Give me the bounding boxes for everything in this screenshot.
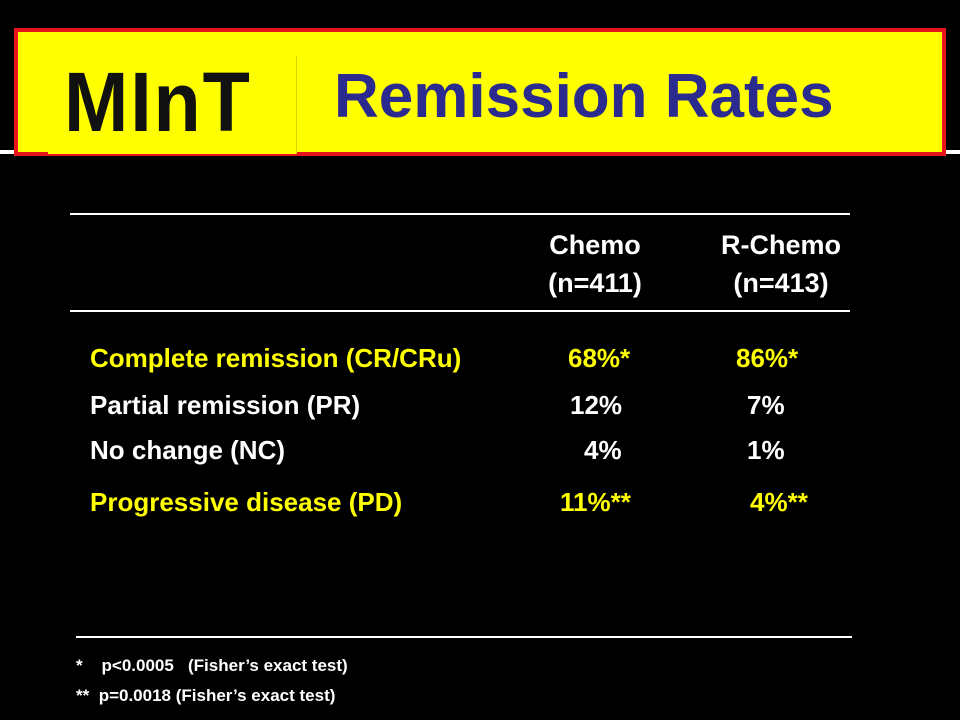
r-chemo-value: 86%* — [736, 343, 799, 373]
table-row: Progressive disease (PD) 11%** 4%** — [90, 482, 850, 522]
r-chemo-value: 7% — [747, 390, 785, 420]
row-label: Progressive disease (PD) — [90, 487, 403, 517]
table-row: Partial remission (PR) 12% 7% — [90, 385, 850, 425]
footnote-text: p<0.0005 (Fisher’s exact test) — [101, 656, 348, 675]
logo-wordmark: MInT — [64, 55, 252, 149]
column-n: (n=413) — [733, 268, 829, 298]
header-bottom-rule — [70, 310, 850, 312]
column-header-chemo: Chemo (n=411) — [520, 226, 670, 302]
table-row: Complete remission (CR/CRu) 68%* 86%* — [90, 338, 850, 378]
column-name: Chemo — [549, 230, 641, 260]
r-chemo-value: 1% — [747, 435, 785, 465]
title-banner: MInT Remission Rates — [14, 28, 946, 156]
footnote-text: p=0.0018 (Fisher’s exact test) — [98, 686, 336, 705]
column-name: R-Chemo — [721, 230, 841, 260]
row-label: No change (NC) — [90, 435, 285, 465]
column-header-r-chemo: R-Chemo (n=413) — [696, 226, 866, 302]
footer-rule — [76, 636, 852, 638]
footnote-mark: ** — [76, 686, 90, 705]
header-top-rule — [70, 213, 850, 215]
footnote: * p<0.0005 (Fisher’s exact test) — [76, 656, 348, 676]
footnote: ** p=0.0018 (Fisher’s exact test) — [76, 686, 335, 706]
column-n: (n=411) — [548, 268, 642, 298]
chemo-value: 12% — [570, 390, 623, 420]
footnote-mark: * — [76, 656, 83, 675]
row-label: Partial remission (PR) — [90, 390, 361, 420]
mint-logo: MInT — [48, 56, 297, 154]
slide-title: Remission Rates — [334, 62, 834, 131]
row-label: Complete remission (CR/CRu) — [90, 343, 462, 373]
r-chemo-value: 4%** — [750, 487, 808, 517]
chemo-value: 4% — [584, 435, 622, 465]
chemo-value: 11%** — [560, 487, 631, 517]
table-row: No change (NC) 4% 1% — [90, 430, 850, 470]
chemo-value: 68%* — [568, 343, 631, 373]
